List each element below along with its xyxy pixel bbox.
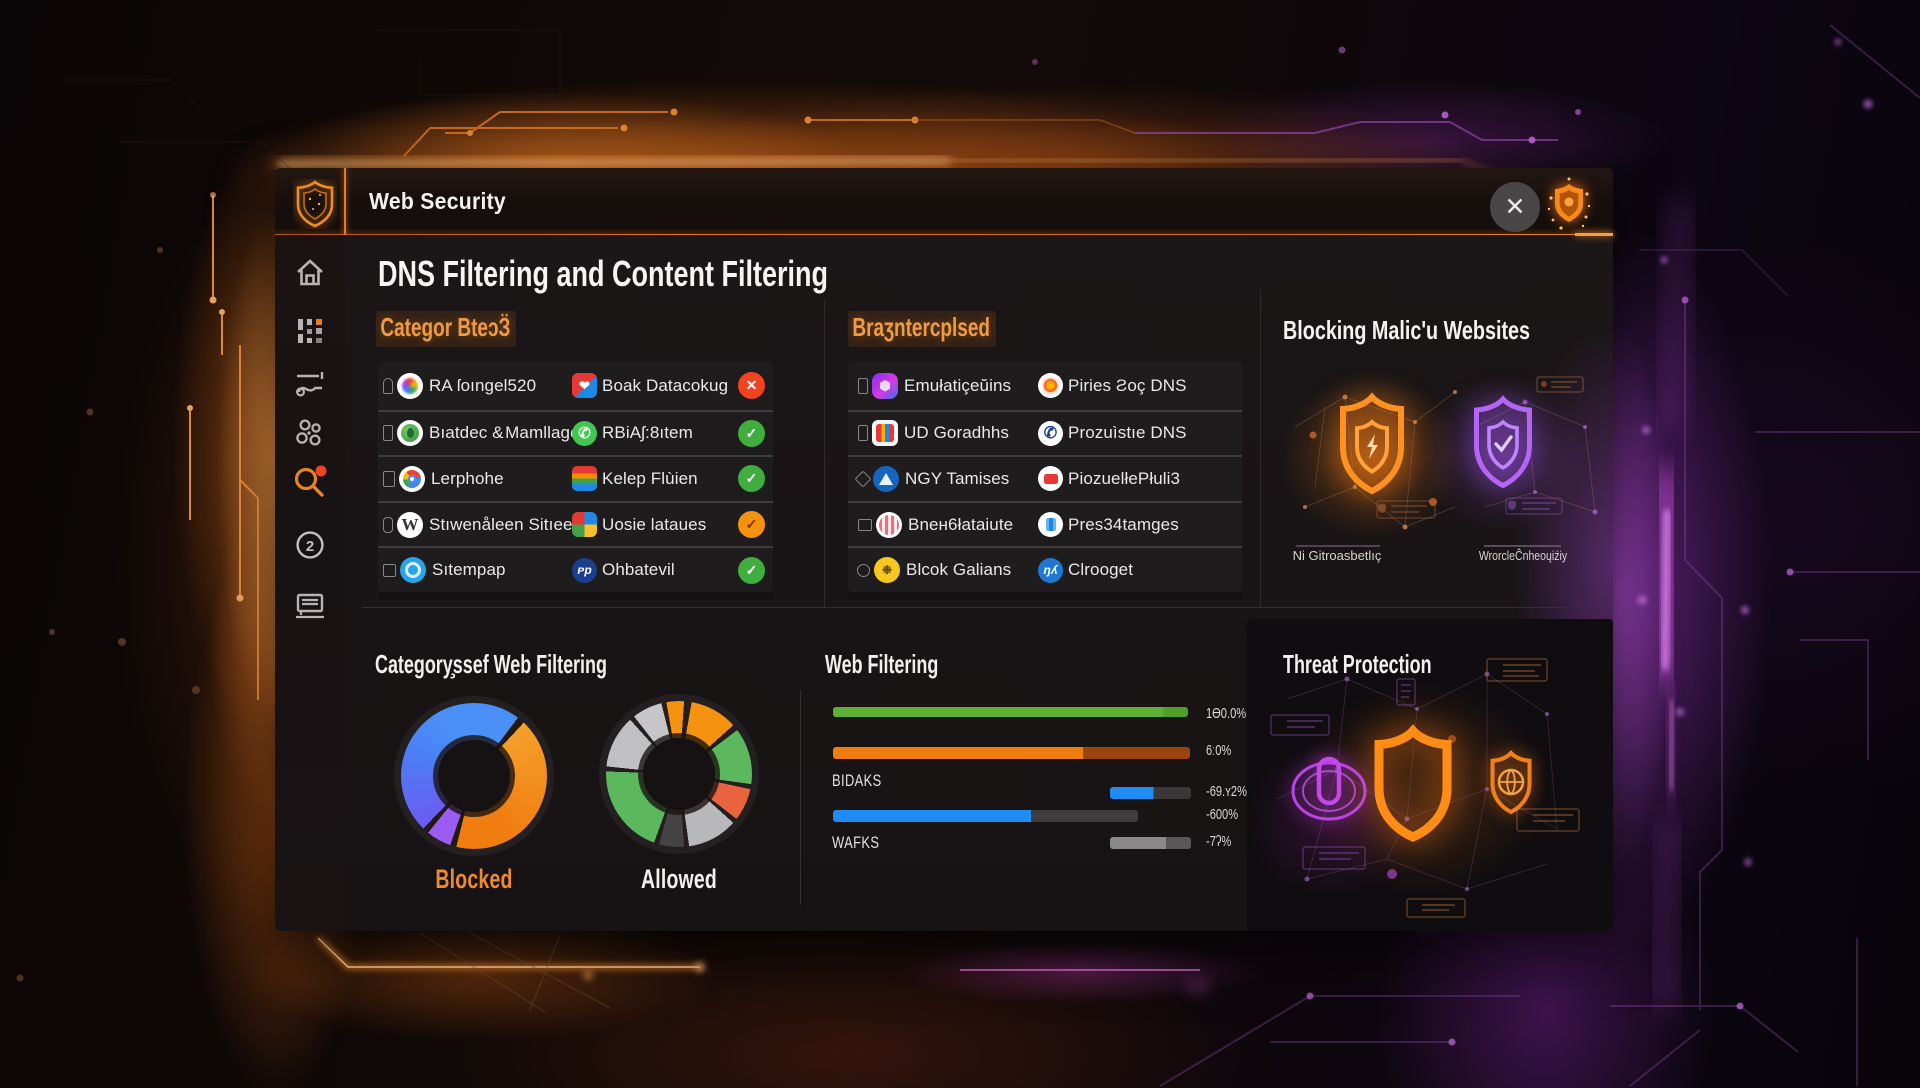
svg-text:2: 2 [306,538,314,555]
